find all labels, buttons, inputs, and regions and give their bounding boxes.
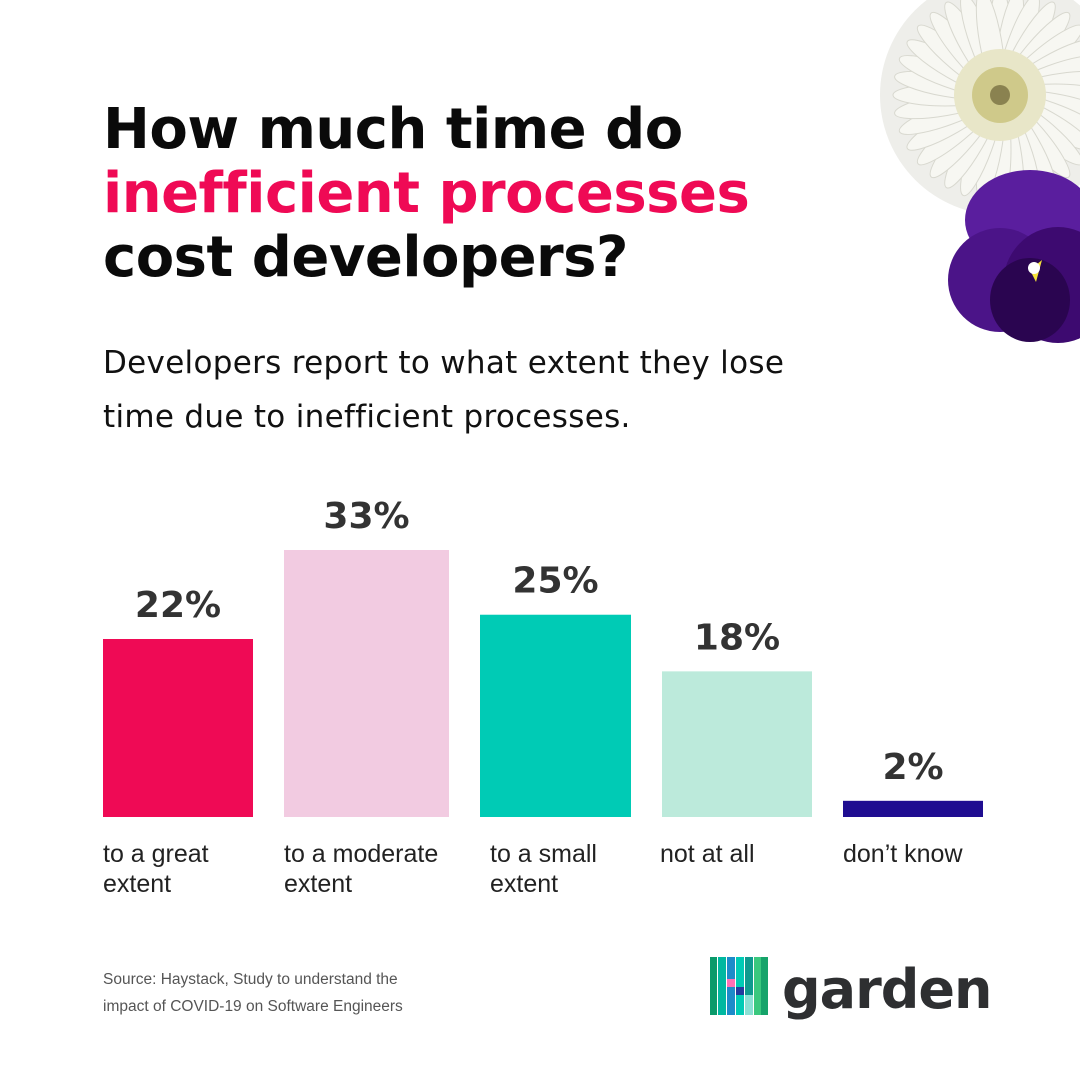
white-chrysanthemum-icon	[880, 0, 1080, 215]
purple-pansy-icon	[948, 170, 1080, 343]
chart-subtitle: Developers report to what extent they lo…	[103, 336, 883, 444]
title-line-3: cost developers?	[103, 225, 628, 290]
source-line-2: impact of COVID-19 on Software Engineers	[103, 998, 403, 1015]
source-note: Source: Haystack, Study to understand th…	[103, 966, 503, 1020]
title-line-2-highlight: inefficient processes	[103, 161, 750, 226]
data-label-4: 18%	[694, 617, 780, 658]
category-label-1: to a great extent	[103, 840, 209, 898]
garden-logo: garden	[710, 953, 992, 1021]
category-label-2: to a moderate extent	[284, 840, 438, 898]
subtitle-line-2: time due to inefficient processes.	[103, 399, 631, 435]
category-label-4: not at all	[660, 840, 755, 868]
data-label-2: 33%	[323, 496, 409, 537]
category-label-5: don’t know	[843, 840, 963, 868]
data-label-5: 2%	[882, 747, 943, 788]
bar-1	[103, 639, 253, 817]
data-label-1: 22%	[135, 585, 221, 626]
bar-3	[480, 614, 631, 817]
garden-wordmark: garden	[782, 958, 992, 1021]
bar-chart: 22% to a great extent 33% to a moderate exten…	[103, 496, 983, 898]
category-label-3: to a small extent	[490, 840, 597, 898]
bar-2	[284, 550, 449, 817]
chart-title: How much time do inefficient processes c…	[103, 98, 823, 290]
data-label-3: 25%	[512, 561, 598, 602]
bar-5	[843, 800, 983, 817]
title-line-1: How much time do	[103, 97, 683, 162]
subtitle-line-1: Developers report to what extent they lo…	[103, 345, 785, 381]
garden-logo-icon	[710, 957, 768, 1015]
bar-4	[662, 671, 812, 817]
source-line-1: Source: Haystack, Study to understand th…	[103, 971, 398, 988]
flower-decoration	[880, 0, 1080, 343]
